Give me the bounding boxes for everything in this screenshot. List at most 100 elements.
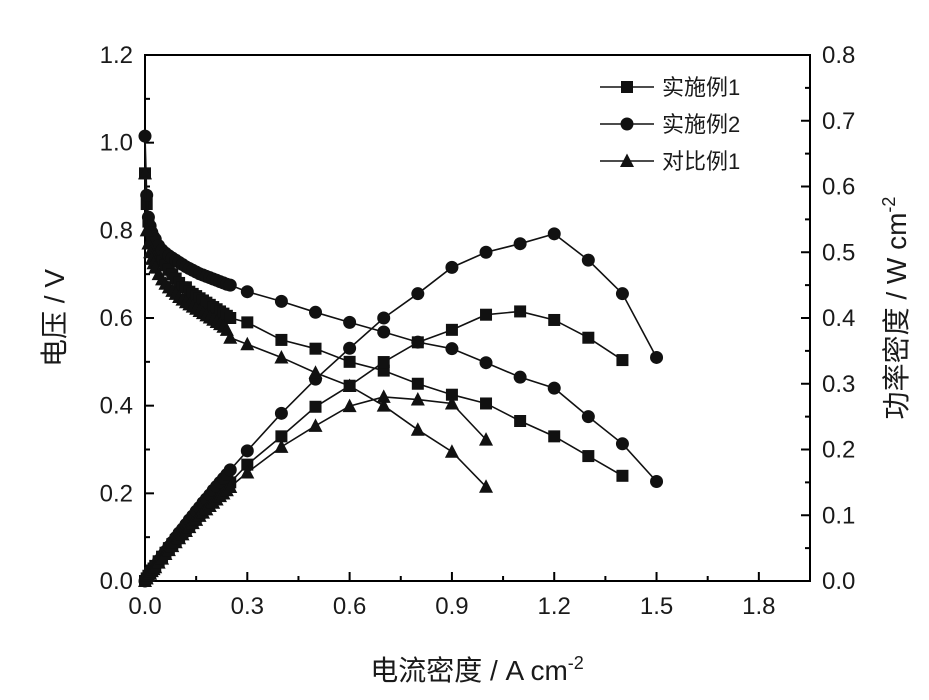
power-point xyxy=(275,430,288,443)
right-y-tick-label: 0.1 xyxy=(822,502,855,529)
voltage-point xyxy=(411,377,424,390)
power-point xyxy=(615,287,629,301)
legend-marker xyxy=(621,81,633,93)
left-y-tick-label: 0.8 xyxy=(100,217,133,244)
power-point xyxy=(223,463,237,477)
voltage-point xyxy=(223,330,238,344)
left-y-axis-title: 电压 / V xyxy=(39,269,70,367)
series-layer xyxy=(138,129,664,588)
voltage-point xyxy=(275,333,288,346)
voltage-point xyxy=(240,336,255,351)
voltage-point xyxy=(479,356,493,370)
legend-marker xyxy=(620,153,634,167)
voltage-line xyxy=(144,173,487,488)
x-tick-label: 0.0 xyxy=(128,593,161,620)
voltage-point xyxy=(444,444,459,458)
power-point xyxy=(240,465,255,479)
voltage-point xyxy=(376,398,391,412)
right-y-tick-label: 0.7 xyxy=(822,108,855,135)
x-axis-title-superscript: -2 xyxy=(568,653,584,673)
legend: 实施例1 实施例2 对比例1 xyxy=(600,75,740,174)
power-point xyxy=(377,356,390,369)
power-point xyxy=(581,253,595,267)
voltage-point xyxy=(138,129,152,143)
power-point xyxy=(445,323,458,336)
voltage-point xyxy=(548,430,561,443)
left-y-tick-label: 1.0 xyxy=(100,130,133,157)
right-y-axis-title-text: 功率密度 / W cm xyxy=(881,213,912,420)
voltage-point xyxy=(138,165,152,180)
legend-item: 实施例1 xyxy=(600,75,740,100)
voltage-point xyxy=(224,312,237,324)
left-y-tick-label: 0.0 xyxy=(100,568,133,595)
legend-label: 对比例1 xyxy=(662,149,740,174)
voltage-point xyxy=(141,235,156,250)
x-tick-label: 1.5 xyxy=(640,593,673,620)
power-point xyxy=(479,432,494,446)
voltage-point xyxy=(343,315,357,329)
voltage-point xyxy=(615,437,629,451)
voltage-point xyxy=(514,415,527,428)
power-point xyxy=(309,400,322,413)
power-point xyxy=(445,260,459,274)
voltage-point xyxy=(140,188,154,202)
voltage-point xyxy=(377,325,391,339)
voltage-point xyxy=(582,450,595,463)
power-point xyxy=(377,311,391,325)
right-y-tick-label: 0.0 xyxy=(822,568,855,595)
voltage-point xyxy=(240,285,254,299)
series-2 xyxy=(138,129,664,588)
voltage-point xyxy=(445,342,459,356)
power-point xyxy=(444,395,459,410)
voltage-point xyxy=(479,479,494,493)
voltage-point xyxy=(616,469,629,482)
voltage-point xyxy=(513,370,527,384)
voltage-point xyxy=(274,349,289,364)
power-point xyxy=(342,398,357,413)
voltage-point xyxy=(342,378,357,392)
power-point xyxy=(411,287,425,301)
legend-item: 对比例1 xyxy=(600,149,740,174)
voltage-point xyxy=(309,342,322,355)
power-point xyxy=(274,439,289,453)
x-tick-label: 1.2 xyxy=(538,593,571,620)
left-y-tick-label: 0.6 xyxy=(100,305,133,332)
power-point xyxy=(582,331,595,344)
right-y-tick-label: 0.3 xyxy=(822,371,855,398)
power-point xyxy=(479,245,493,259)
legend-label: 实施例2 xyxy=(662,112,740,137)
legend-marker xyxy=(620,117,634,131)
right-y-tick-label: 0.5 xyxy=(822,239,855,266)
right-y-tick-label: 0.8 xyxy=(822,42,855,69)
x-tick-label: 0.9 xyxy=(435,593,468,620)
voltage-point xyxy=(223,278,237,292)
x-tick-label: 1.8 xyxy=(742,593,775,620)
voltage-point xyxy=(650,474,664,488)
power-point xyxy=(240,444,254,458)
voltage-point xyxy=(410,422,425,436)
right-y-axis-title: 功率密度 / W cm-2 xyxy=(879,197,912,420)
left-y-tick-label: 0.4 xyxy=(100,393,133,420)
voltage-point xyxy=(547,381,561,395)
voltage-point xyxy=(274,294,288,308)
voltage-point xyxy=(411,335,425,349)
x-axis-title-text: 电流密度 / A cm xyxy=(370,655,568,686)
power-point xyxy=(410,392,425,406)
x-axis: 0.0 0.3 0.6 0.9 1.2 1.5 1.8 xyxy=(128,572,811,620)
right-y-tick-label: 0.2 xyxy=(822,437,855,464)
right-y-tick-label: 0.6 xyxy=(822,174,855,201)
left-y-axis: 0.0 0.2 0.4 0.6 0.8 1.0 1.2 xyxy=(100,42,154,595)
right-y-axis-title-superscript: -2 xyxy=(879,197,899,213)
voltage-point xyxy=(480,397,493,410)
power-point xyxy=(376,389,391,403)
voltage-point xyxy=(309,305,323,319)
power-point xyxy=(308,418,323,432)
voltage-point xyxy=(308,365,323,379)
x-tick-label: 0.3 xyxy=(231,593,264,620)
power-point xyxy=(223,479,238,493)
power-point xyxy=(480,308,493,321)
voltage-point xyxy=(139,222,154,237)
power-point xyxy=(343,341,357,355)
power-point xyxy=(548,313,561,326)
